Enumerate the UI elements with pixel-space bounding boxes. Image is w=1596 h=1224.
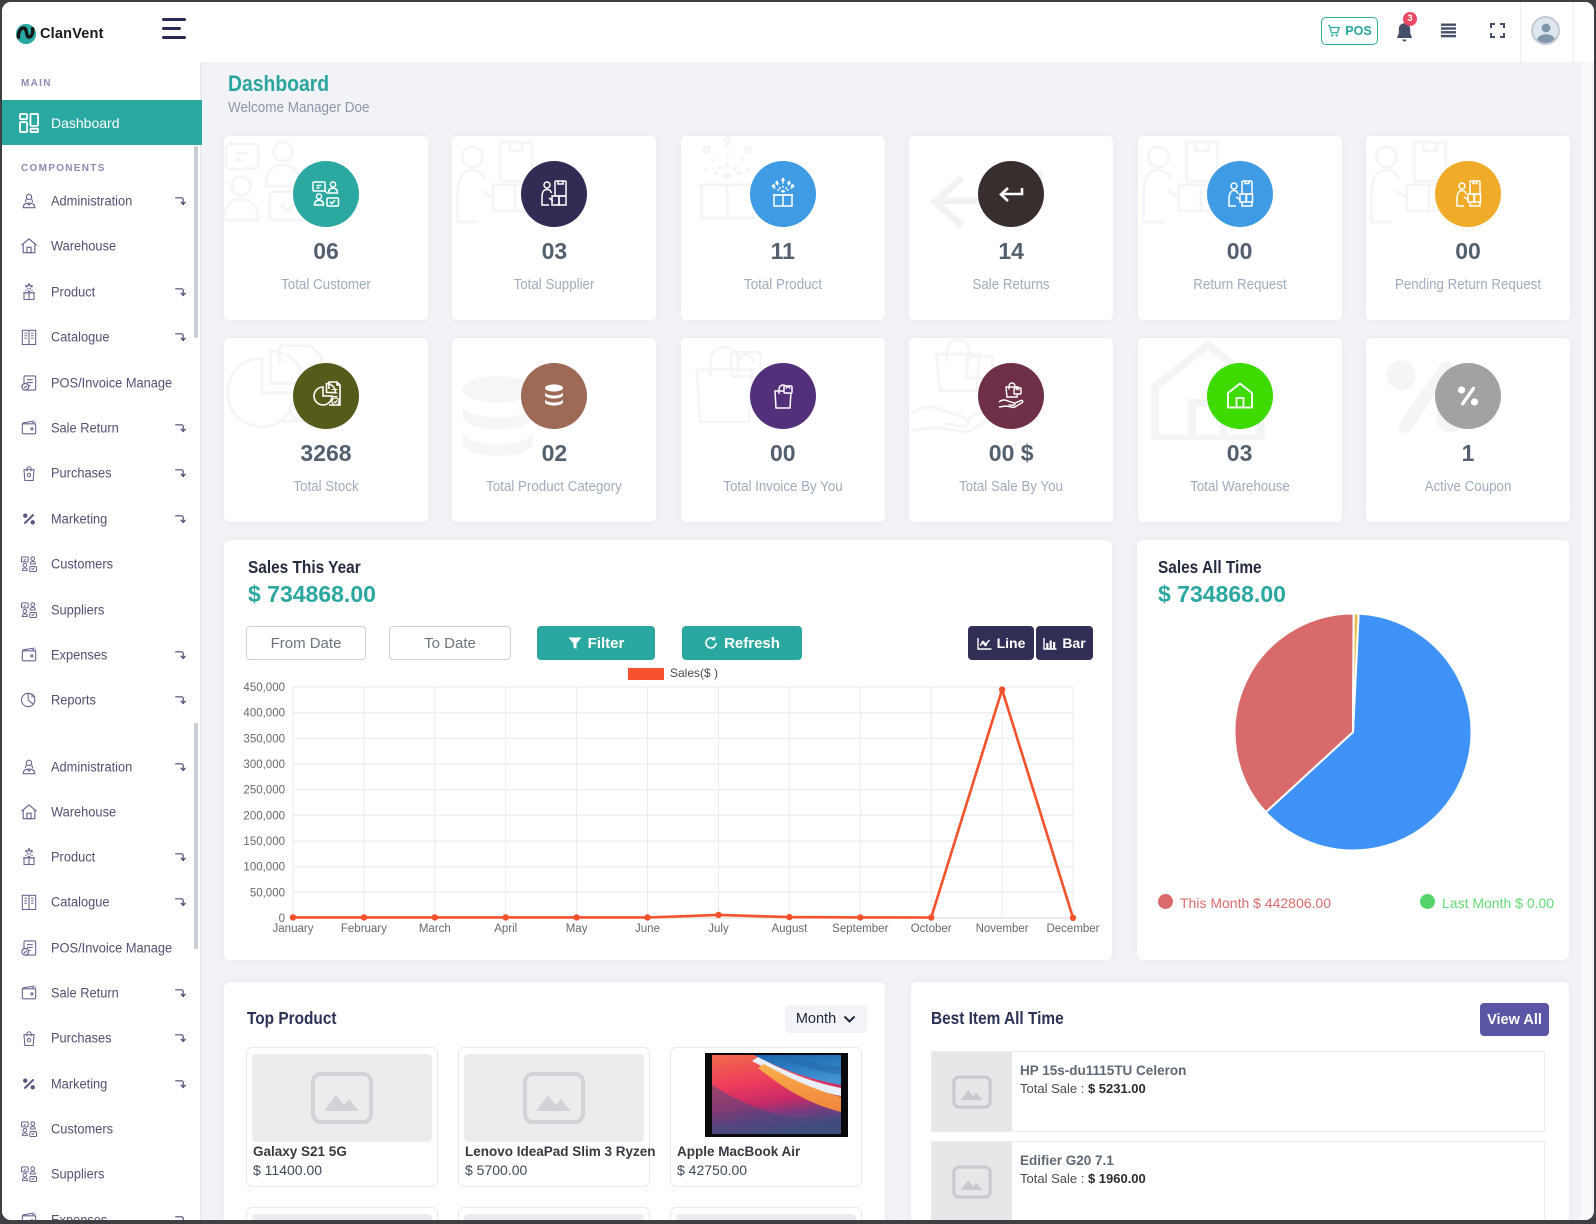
svg-text:December: December: [1046, 923, 1099, 935]
svg-text:February: February: [341, 923, 387, 935]
svg-text:March: March: [419, 923, 451, 935]
svg-text:100,000: 100,000: [243, 862, 285, 874]
svg-text:450,000: 450,000: [243, 682, 285, 694]
svg-text:April: April: [494, 923, 517, 935]
svg-text:150,000: 150,000: [243, 836, 285, 848]
svg-text:June: June: [635, 923, 660, 935]
svg-text:50,000: 50,000: [250, 887, 285, 899]
svg-text:January: January: [273, 923, 314, 935]
svg-text:400,000: 400,000: [243, 708, 285, 720]
svg-text:November: November: [976, 923, 1029, 935]
svg-text:200,000: 200,000: [243, 810, 285, 822]
svg-text:350,000: 350,000: [243, 733, 285, 745]
svg-text:300,000: 300,000: [243, 759, 285, 771]
svg-text:0: 0: [279, 913, 285, 925]
svg-text:250,000: 250,000: [243, 785, 285, 797]
svg-text:August: August: [771, 923, 808, 935]
svg-text:July: July: [708, 923, 729, 935]
svg-text:October: October: [911, 923, 952, 935]
svg-text:September: September: [832, 923, 888, 935]
svg-text:May: May: [566, 923, 588, 935]
